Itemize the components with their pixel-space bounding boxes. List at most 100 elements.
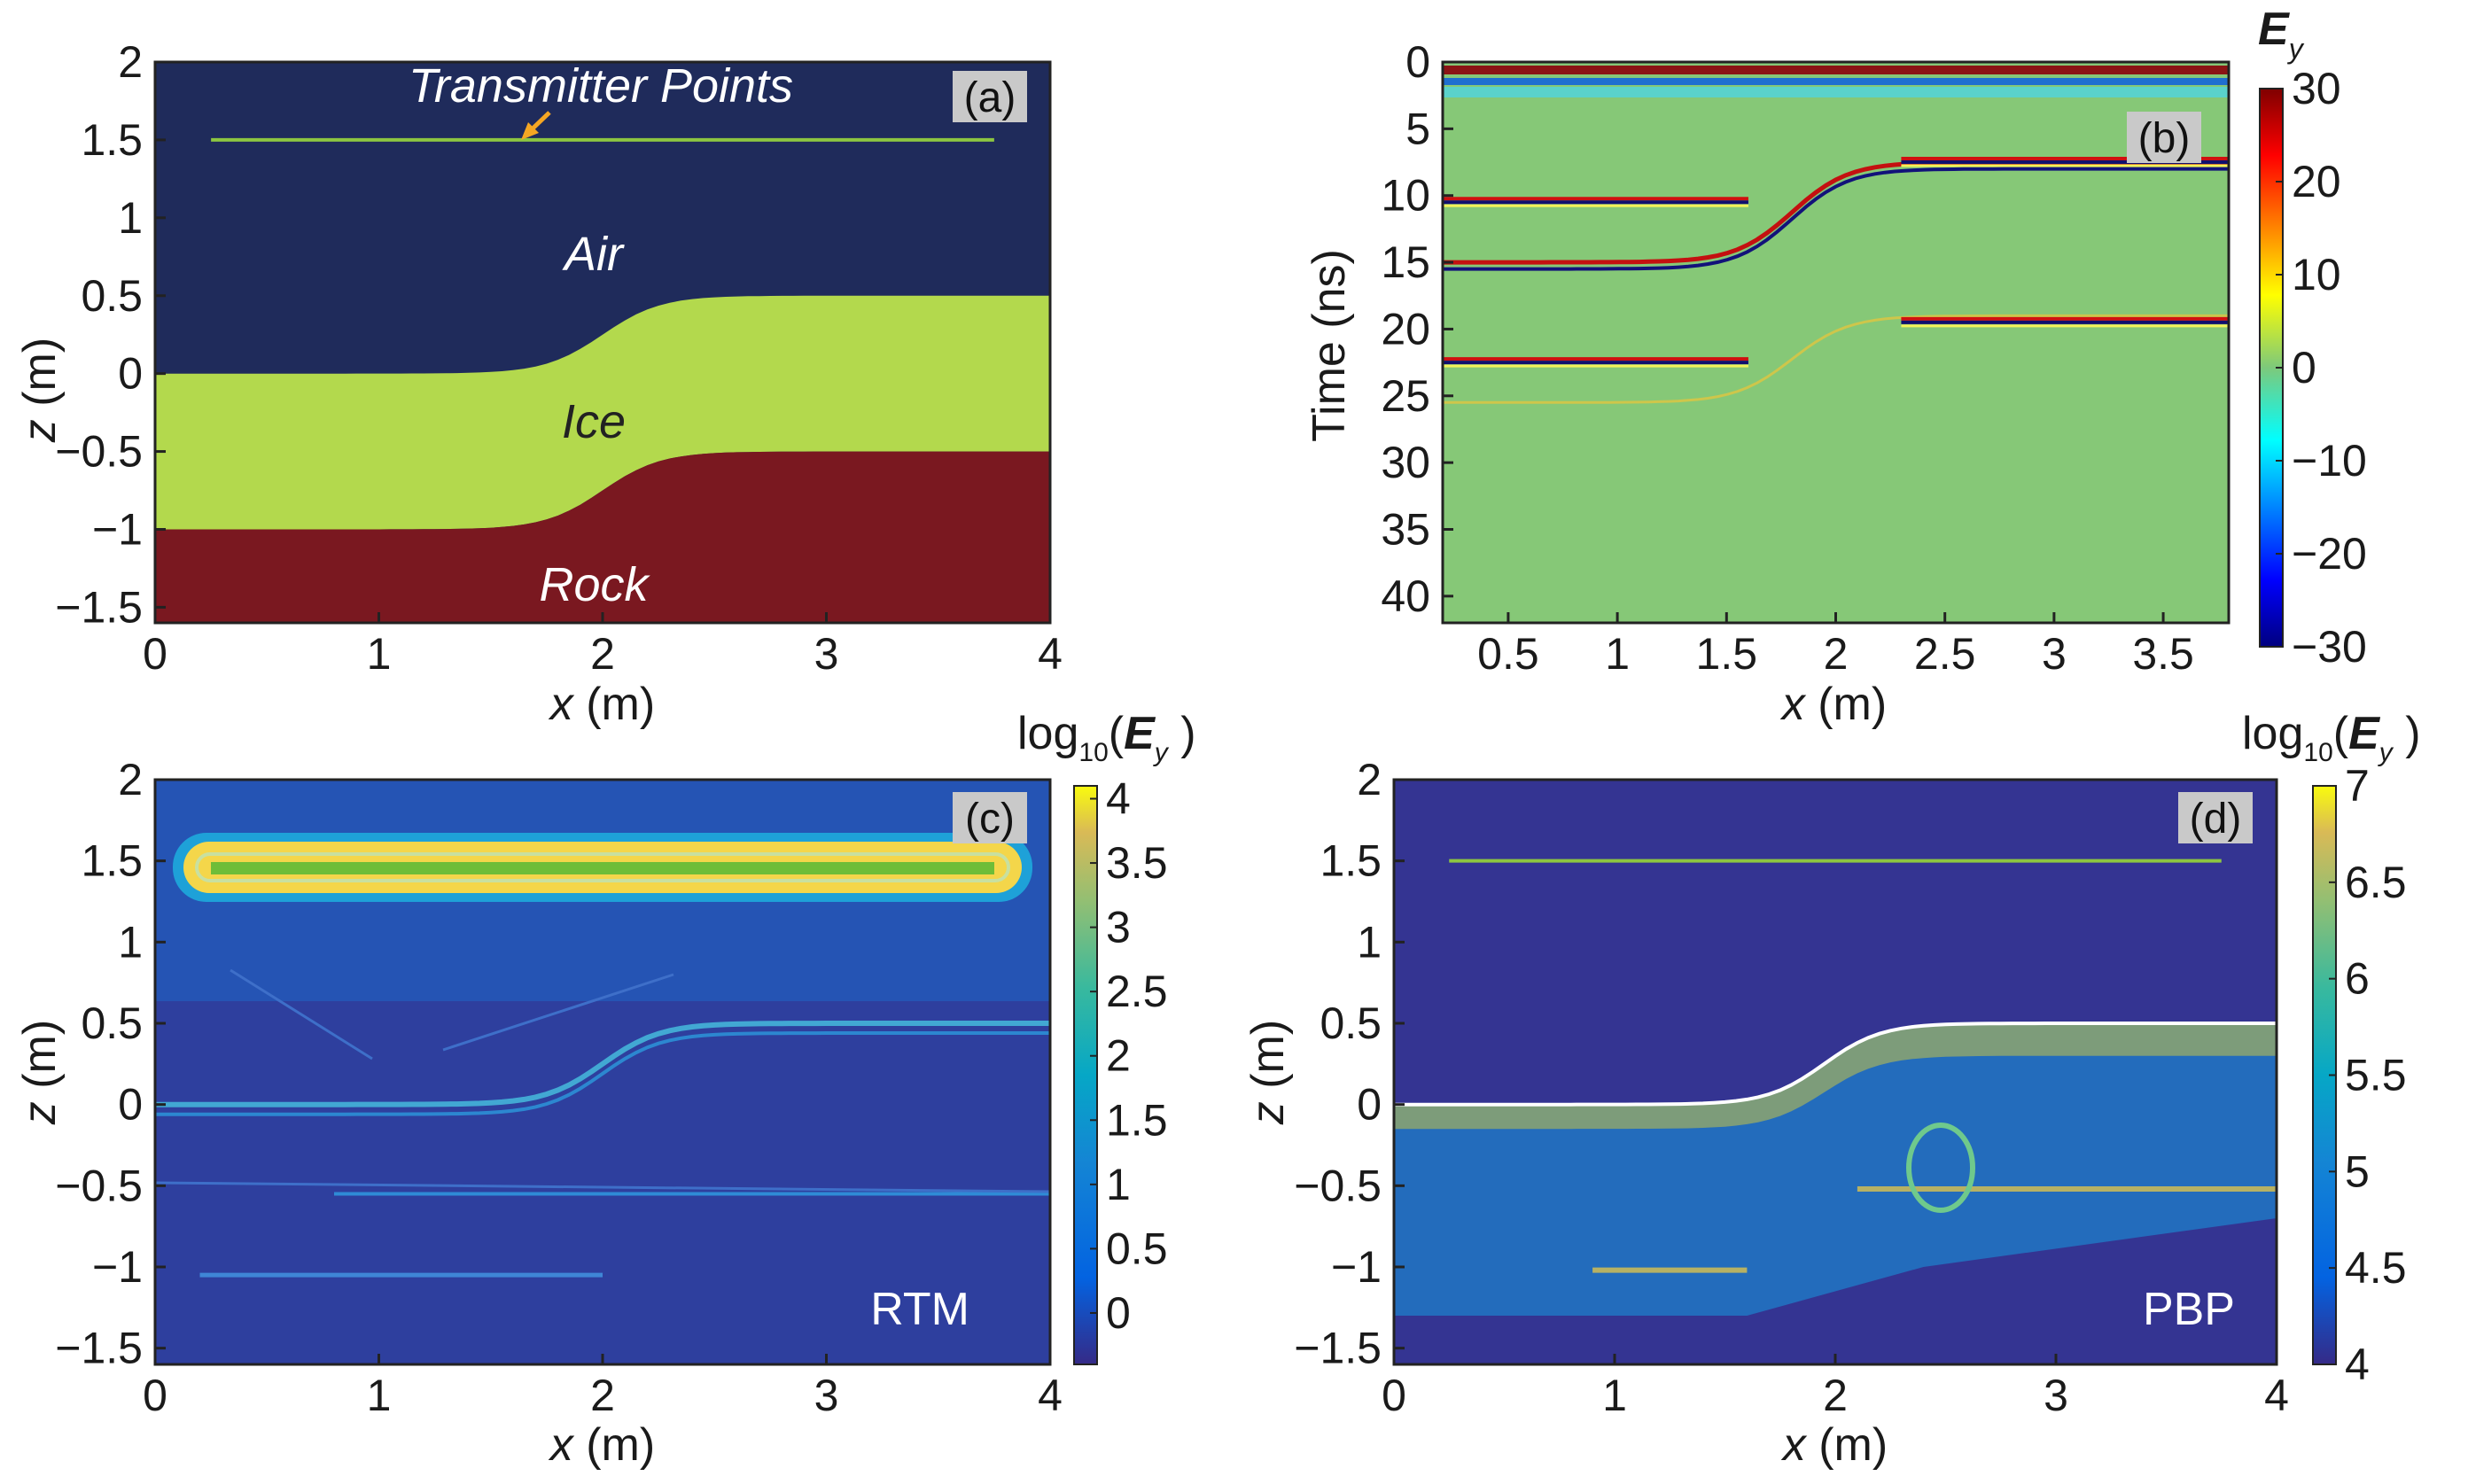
artifact-line-c1 xyxy=(155,1181,1050,1193)
colorbar-tick-label: 4 xyxy=(1106,774,1131,824)
y-tick-label: 2 xyxy=(1357,755,1382,804)
x-axis-label-d: x (m) xyxy=(1780,1419,1888,1471)
arrow-icon xyxy=(521,111,551,140)
y-tick-label: 1 xyxy=(1357,917,1382,967)
y-tick-label: −0.5 xyxy=(55,427,143,477)
colorbar-tick-label: 2.5 xyxy=(1106,967,1168,1016)
y-tick-label: 0 xyxy=(118,1080,143,1130)
y-tick-label: 30 xyxy=(1381,438,1430,487)
y-axis-label-b: Time (ns) xyxy=(1304,249,1355,442)
x-tick-label: 1 xyxy=(367,629,392,679)
colorbar-tick-label: 30 xyxy=(2292,64,2341,113)
x-tick-label: 4 xyxy=(1038,1371,1063,1420)
colorbar-tick-label: 1.5 xyxy=(1106,1095,1168,1145)
colorbar-tick-label: 5.5 xyxy=(2345,1051,2407,1100)
y-tick-label: −0.5 xyxy=(1294,1161,1382,1210)
colorbar-tick-label: 3 xyxy=(1106,903,1131,952)
panel-label-b: (b) xyxy=(2138,115,2191,162)
colorbar-ticks-b: 30 20 10 0 −10 −20 −30 xyxy=(2276,64,2367,672)
y-tick-label: 10 xyxy=(1381,171,1430,221)
colorbar-tick-label: 5 xyxy=(2345,1146,2370,1196)
x-tick-label: 2.5 xyxy=(1914,629,1976,679)
x-tick-label: 2 xyxy=(590,1371,615,1420)
colorbar-tick-label: −30 xyxy=(2292,622,2367,672)
colorbar-ticks-d: 7 6.5 6 5.5 5 4.5 4 xyxy=(2329,761,2407,1389)
y-tick-label: 15 xyxy=(1381,237,1430,287)
y-tick-label: −1.5 xyxy=(55,582,143,632)
colorbar-tick-label: −20 xyxy=(2292,529,2367,579)
x-tick-label: 1 xyxy=(1605,629,1630,679)
x-axis-label-c: x (m) xyxy=(548,1419,655,1471)
region-label-air: Air xyxy=(562,228,625,281)
colorbar-tick-label: 6.5 xyxy=(2345,858,2407,907)
y-ticks-d: 2 1.5 1 0.5 0 −0.5 −1 −1.5 xyxy=(1294,755,1405,1373)
colorbar-tick-label: −10 xyxy=(2292,436,2367,486)
y-tick-label: 20 xyxy=(1381,304,1430,354)
colorbar-tick-label: 20 xyxy=(2292,157,2341,206)
air-ice-interface-c xyxy=(155,1021,1050,1107)
panel-label-box-b xyxy=(2127,112,2201,163)
y-tick-label: 2 xyxy=(118,755,143,804)
colorbar-tick-label: 2 xyxy=(1106,1031,1131,1081)
dipping-reflection-ice-rock xyxy=(1443,314,2229,404)
y-tick-label: 5 xyxy=(1405,104,1430,153)
x-tick-label: 1 xyxy=(1602,1371,1627,1420)
x-tick-label: 2 xyxy=(1824,629,1849,679)
method-label-c: RTM xyxy=(870,1284,969,1335)
method-label-d: PBP xyxy=(2143,1284,2235,1335)
region-ice xyxy=(155,295,1050,530)
x-tick-label: 2 xyxy=(1823,1371,1848,1420)
y-tick-label: 2 xyxy=(118,37,143,87)
radargram-background xyxy=(1443,62,2229,623)
y-tick-label: 25 xyxy=(1381,371,1430,421)
event-air-ice-left xyxy=(1443,197,1748,207)
direct-wave-band xyxy=(1443,66,2229,74)
x-tick-label: 1 xyxy=(367,1371,392,1420)
colorbar-ticks-c: 4 3.5 3 2.5 2 1.5 1 0.5 0 xyxy=(1090,774,1168,1338)
y-tick-label: 0 xyxy=(118,349,143,399)
panel-label-d: (d) xyxy=(2190,796,2242,843)
y-ticks-a: 2 1.5 1 0.5 0 −0.5 −1 −1.5 xyxy=(55,37,166,632)
y-axis-label-a: z (m) xyxy=(14,338,66,443)
x-tick-label: 2 xyxy=(590,629,615,679)
x-ticks-a: 0 1 2 3 4 xyxy=(143,612,1063,679)
y-tick-label: −1 xyxy=(92,505,143,555)
colorbar-tick-label: 0.5 xyxy=(1106,1224,1168,1273)
colorbar-tick-label: 7 xyxy=(2345,761,2370,811)
panel-label-box-c xyxy=(953,792,1027,843)
y-tick-label: 1.5 xyxy=(81,115,143,165)
y-tick-label: 40 xyxy=(1381,571,1430,621)
panel-label-c: (c) xyxy=(965,796,1015,843)
artifact-line-c2 xyxy=(230,968,373,1061)
colorbar-tick-label: 10 xyxy=(2292,250,2341,299)
y-ticks-b: 0 5 10 15 20 25 30 35 40 xyxy=(1381,37,1453,621)
x-tick-label: 0 xyxy=(143,1371,167,1420)
panel-label-box-d xyxy=(2178,792,2253,843)
x-tick-label: 0.5 xyxy=(1477,629,1539,679)
panel-label-a: (a) xyxy=(964,74,1016,121)
x-tick-label: 1.5 xyxy=(1696,629,1758,679)
event-ice-rock-left xyxy=(1443,357,1748,368)
y-tick-label: −1.5 xyxy=(55,1324,143,1373)
x-axis-label-a: x (m) xyxy=(548,679,655,730)
y-tick-label: 0.5 xyxy=(1320,998,1382,1048)
y-tick-label: 0 xyxy=(1405,37,1430,87)
y-tick-label: 1 xyxy=(118,193,143,243)
upper-bright-band xyxy=(1394,1023,2277,1130)
air-ice-interface-c-second xyxy=(155,1031,1050,1116)
colorbar-label-d: log10(Ey ) xyxy=(2242,708,2421,767)
colorbar-tick-label: 6 xyxy=(2345,954,2370,1004)
reflection-events xyxy=(1443,157,2229,404)
x-tick-label: 4 xyxy=(2264,1371,2289,1420)
y-tick-label: 0.5 xyxy=(81,271,143,321)
x-tick-label: 0 xyxy=(143,629,167,679)
x-axis-label-b: x (m) xyxy=(1779,679,1887,730)
event-ice-rock-right xyxy=(1901,316,2229,328)
x-ticks-c: 0 1 2 3 4 xyxy=(143,1354,1063,1420)
x-tick-label: 3 xyxy=(814,629,839,679)
x-tick-label: 3 xyxy=(814,1371,839,1420)
x-tick-label: 3.5 xyxy=(2132,629,2194,679)
